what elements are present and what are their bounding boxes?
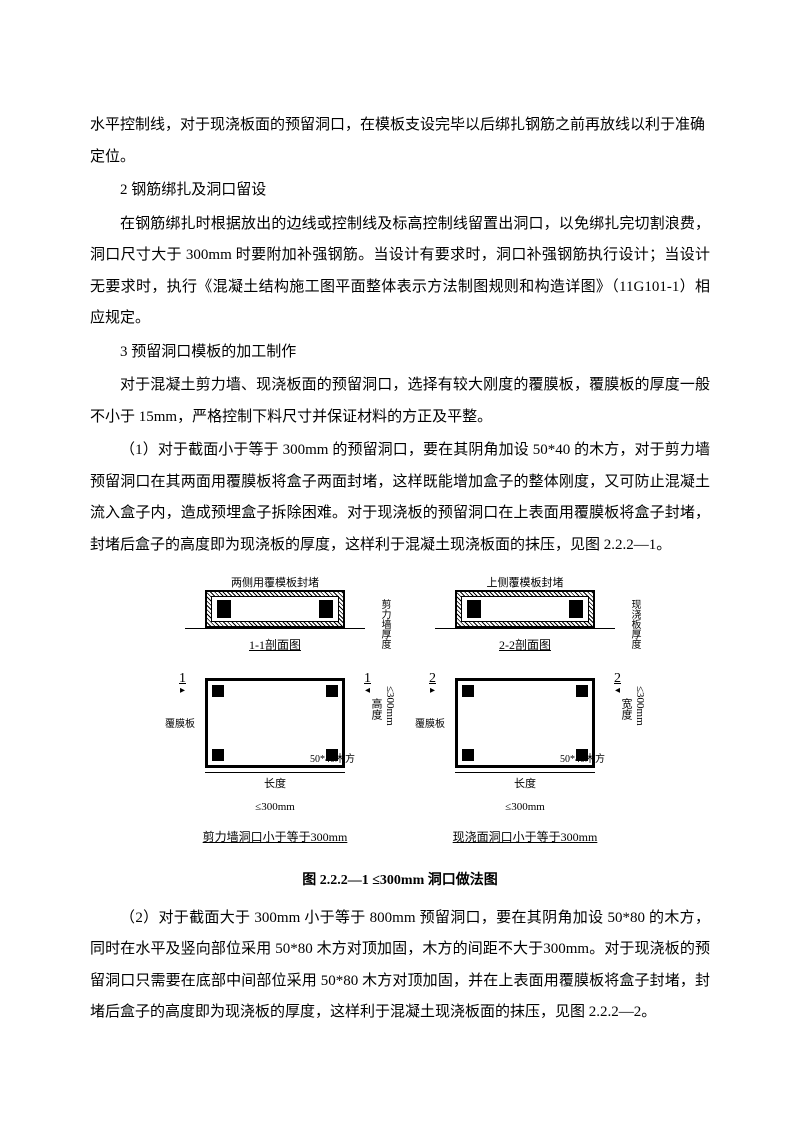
left-plan-len-label: 长度 [205, 772, 345, 796]
right-section-box [455, 590, 595, 628]
figure-right-column: 上侧覆模板封堵 现浇板厚度 2-2剖面图 2▸ 2◂ 覆膜板 [425, 576, 625, 851]
right-plan-len-dim: ≤300mm [425, 796, 625, 819]
right-plan-corner-label: 50*40木方 [560, 749, 605, 770]
left-section-caption: 1-1剖面图 [185, 633, 365, 658]
paragraph-1: 水平控制线，对于现浇板面的预留洞口，在模板支设完毕以后绑扎钢筋之前再放线以利于准… [90, 110, 710, 173]
left-section-right-label: 剪力墙厚度 [374, 599, 395, 649]
right-plan-view: 2▸ 2◂ 覆膜板 50*40木方 宽度 ≤300mm 长度 ≤300mm 现浇… [425, 678, 625, 850]
right-plan-mark-1: 2 [429, 672, 436, 686]
left-plan-mark-2: 1 [364, 672, 371, 686]
paragraph-2: 在钢筋绑扎时根据放出的边线或控制线及标高控制线留置出洞口，以免绑扎完切割浪费，洞… [90, 209, 710, 335]
left-plan-mark-1: 1 [179, 672, 186, 686]
figure-2-2-2-1: 两侧用覆模板封堵 剪力墙厚度 1-1剖面图 1▸ 1◂ 覆膜板 [90, 576, 710, 851]
right-plan-caption: 现浇面洞口小于等于300mm [425, 825, 625, 850]
paragraph-3: 对于混凝土剪力墙、现浇板面的预留洞口，选择有较大刚度的覆膜板，覆膜板的厚度一般不… [90, 370, 710, 433]
figure-left-column: 两侧用覆模板封堵 剪力墙厚度 1-1剖面图 1▸ 1◂ 覆膜板 [175, 576, 375, 851]
left-plan-corner-label: 50*40木方 [310, 749, 355, 770]
left-plan-len-dim: ≤300mm [175, 796, 375, 819]
right-plan-left-label: 覆膜板 [415, 714, 445, 735]
right-plan-len-label: 长度 [455, 772, 595, 796]
right-section-caption: 2-2剖面图 [435, 633, 615, 658]
left-plan-caption: 剪力墙洞口小于等于300mm [175, 825, 375, 850]
right-plan-mark-2: 2 [614, 672, 621, 686]
left-plan-left-label: 覆膜板 [165, 714, 195, 735]
left-plan-h-dim: ≤300mm [378, 686, 401, 726]
right-plan-h-dim: ≤300mm [628, 686, 651, 726]
left-plan-view: 1▸ 1◂ 覆膜板 50*40木方 高度 ≤300mm 长度 ≤300mm 剪力… [175, 678, 375, 850]
figure-title: 图 2.2.2—1 ≤300mm 洞口做法图 [90, 866, 710, 895]
heading-2: 2 钢筋绑扎及洞口留设 [90, 175, 710, 207]
left-section-box [205, 590, 345, 628]
paragraph-4: （1）对于截面小于等于 300mm 的预留洞口，要在其阴角加设 50*40 的木… [90, 435, 710, 561]
heading-3: 3 预留洞口模板的加工制作 [90, 337, 710, 369]
right-section-right-label: 现浇板厚度 [624, 599, 645, 649]
paragraph-5: （2）对于截面大于 300mm 小于等于 800mm 预留洞口，要在其阴角加设 … [90, 903, 710, 1029]
